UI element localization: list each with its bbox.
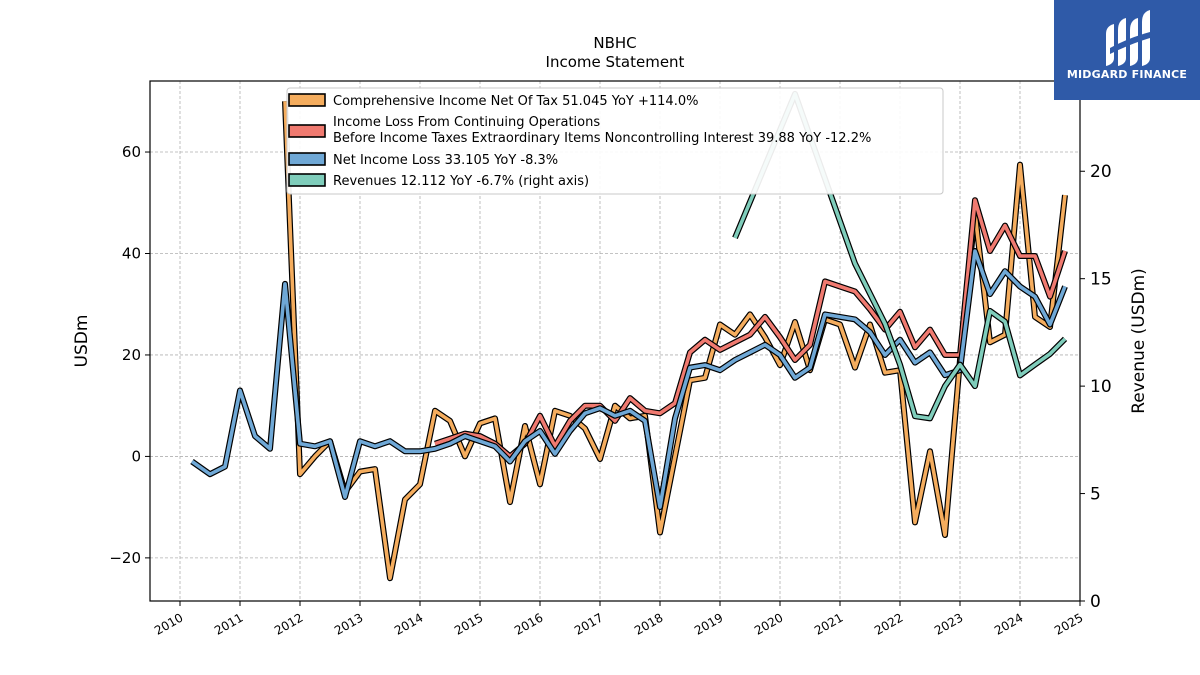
y2-tick-label: 20: [1090, 162, 1112, 182]
legend-label-net-income: Net Income Loss 33.105 YoY -8.3%: [333, 153, 558, 168]
y-tick-label: 40: [122, 244, 141, 262]
y-tick-label: 0: [131, 447, 141, 465]
x-tick-label: 2015: [452, 610, 485, 637]
series-revenues: [733, 92, 1067, 421]
x-tick-label: 2016: [512, 610, 545, 637]
y2-tick-label: 0: [1090, 592, 1101, 612]
y2-tick-label: 10: [1090, 377, 1112, 397]
brand-mark-icon: [1106, 10, 1150, 66]
y-tick-label: 60: [122, 143, 141, 161]
y-tick-label: −20: [109, 549, 141, 567]
x-tick-label: 2025: [1052, 610, 1085, 637]
x-tick-label: 2011: [212, 610, 245, 637]
legend-swatch-comprehensive-income: [288, 93, 326, 107]
brand-logo: MIDGARD FINANCE: [1054, 0, 1200, 100]
legend-swatch-revenues: [288, 173, 326, 187]
chart-subtitle: Income Statement: [546, 53, 685, 71]
y-axis-label: USDm: [72, 315, 92, 368]
legend-label-comprehensive-income: Comprehensive Income Net Of Tax 51.045 Y…: [333, 94, 698, 109]
legend-box: [286, 87, 944, 195]
x-tick-label: 2020: [752, 610, 785, 637]
legend-label-revenues: Revenues 12.112 YoY -6.7% (right axis): [333, 174, 589, 189]
legend-label-pretax-income-line1: Income Loss From Continuing Operations: [333, 115, 600, 130]
series-pretax-income: [434, 198, 1067, 459]
x-tick-label: 2013: [332, 610, 365, 637]
plot-frame: [149, 80, 1081, 602]
y2-tick-label: 15: [1090, 270, 1112, 290]
legend: Comprehensive Income Net Of Tax 51.045 Y…: [286, 87, 944, 195]
series-net-income: [190, 249, 1067, 509]
x-tick-label: 2024: [992, 610, 1025, 637]
y-tick-label: 20: [122, 346, 141, 364]
x-tick-label: 2018: [632, 610, 665, 637]
y2-tick-label: 5: [1090, 485, 1101, 505]
x-tick-label: 2010: [152, 610, 185, 637]
legend-swatch-pretax-income: [288, 124, 326, 138]
x-tick-label: 2014: [392, 610, 425, 637]
series-comprehensive-income: [283, 101, 1067, 581]
x-tick-label: 2012: [272, 610, 305, 637]
brand-name: MIDGARD FINANCE: [1066, 68, 1188, 81]
legend-swatch-net-income: [288, 152, 326, 166]
series-lines: [190, 90, 1068, 582]
x-tick-label: 2017: [572, 610, 605, 637]
y2-axis-label: Revenue (USDm): [1129, 268, 1149, 414]
x-tick-label: 2023: [932, 610, 965, 637]
x-tick-label: 2021: [812, 610, 845, 637]
legend-label-pretax-income-line2: Before Income Taxes Extraordinary Items …: [333, 131, 871, 146]
x-tick-label: 2022: [872, 610, 905, 637]
x-tick-label: 2019: [692, 610, 725, 637]
chart-title: NBHC: [593, 34, 636, 52]
axes: 2010 2011 2012 2013 2014 2015 2016 2017 2018 2019…: [109, 143, 1111, 638]
